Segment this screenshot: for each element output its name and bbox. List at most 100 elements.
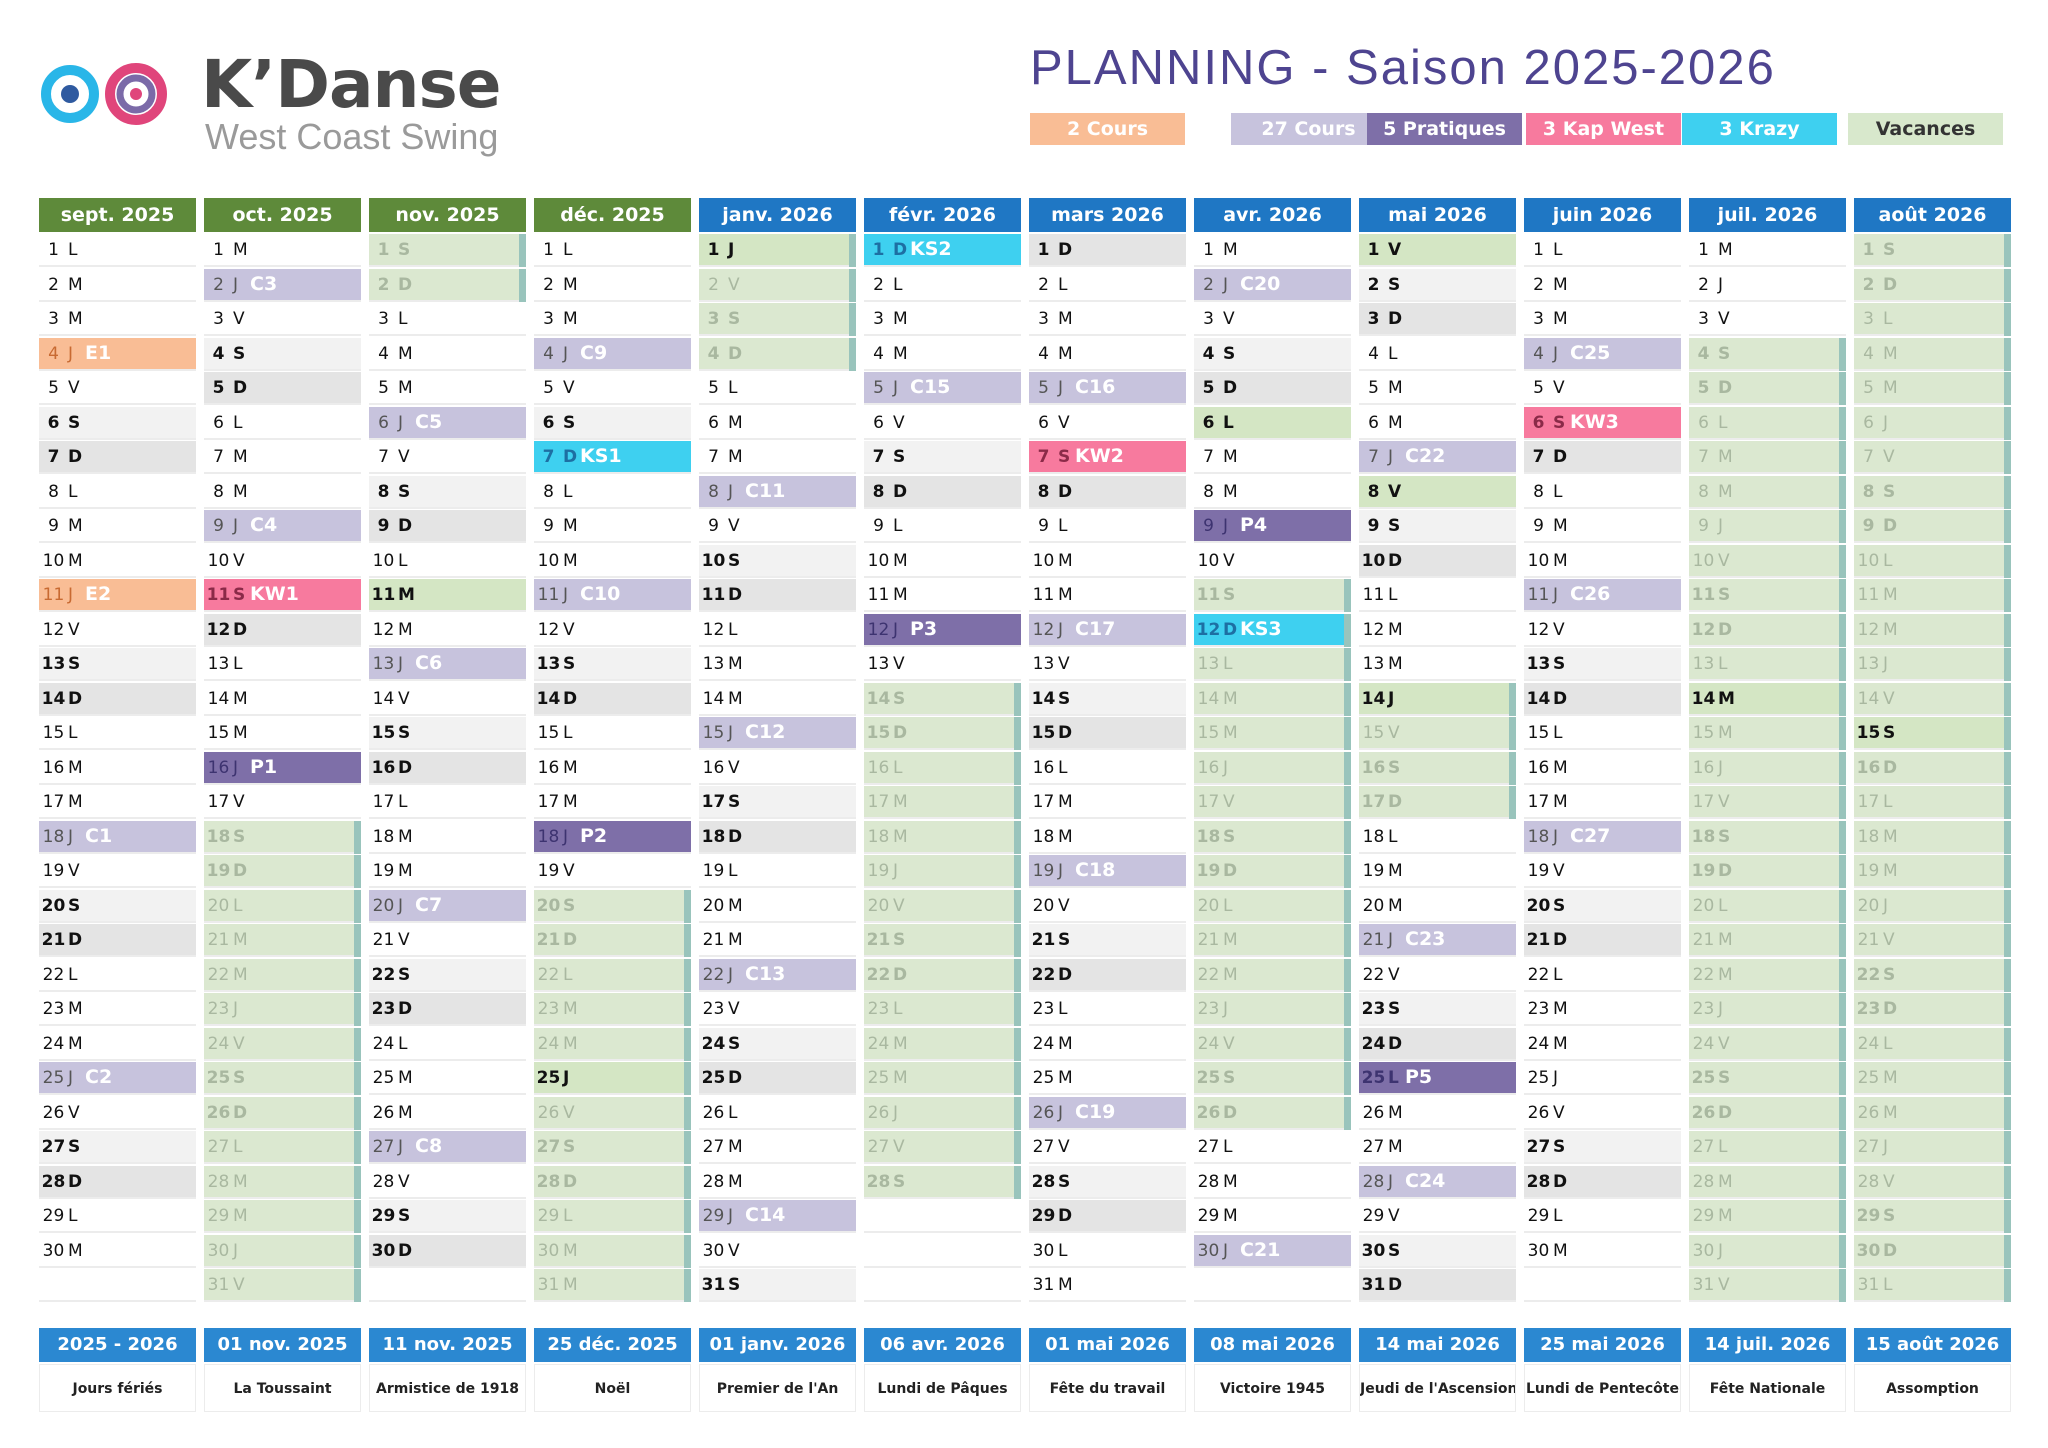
- weekday-letter: D: [728, 343, 743, 364]
- weekday-letter: J: [1553, 585, 1559, 605]
- weekday-letter: S: [1883, 240, 1896, 260]
- vacation-strip: [1344, 820, 1351, 854]
- event-label: C21: [1240, 1238, 1281, 1261]
- event-label: C15: [910, 376, 951, 398]
- day-number: 18: [537, 826, 560, 847]
- weekday-letter: D: [1553, 930, 1568, 950]
- event-label: C18: [1075, 859, 1116, 881]
- weekday-letter: J: [1388, 447, 1394, 467]
- weekday-letter: M: [728, 688, 743, 709]
- day-row: 19 M: [369, 855, 526, 888]
- weekday-letter: J: [1058, 1102, 1064, 1123]
- day-row: 16 J P1: [204, 751, 361, 785]
- day-row: 30 S: [1359, 1234, 1516, 1268]
- weekday-letter: D: [1058, 964, 1073, 985]
- weekday-letter: V: [728, 1240, 740, 1261]
- weekday-letter: M: [398, 585, 415, 605]
- event-label: KW3: [1570, 410, 1619, 433]
- month-column: mai 2026 1 V 2 S 3 D 4 L 5 M 6 M 7 J C22 8 V 9 S 10 D 11 L 12 M 13…: [1359, 198, 1516, 1302]
- vacation-strip: [354, 1234, 361, 1268]
- day-number: 9: [873, 516, 884, 536]
- day-row: 29 M: [1689, 1200, 1846, 1233]
- weekday-letter: M: [563, 1240, 578, 1261]
- vacation-strip: [354, 1027, 361, 1061]
- day-number: 25: [372, 1068, 395, 1088]
- vacation-strip: [684, 993, 691, 1026]
- day-row: 11 S: [1194, 579, 1351, 612]
- day-row: 5 J C16: [1029, 372, 1186, 405]
- weekday-letter: M: [1718, 964, 1733, 985]
- day-number: 26: [206, 1102, 231, 1123]
- vacation-strip: [849, 303, 856, 336]
- vacation-strip: [2004, 1234, 2011, 1268]
- day-number: 9: [708, 516, 719, 536]
- day-number: 4: [1368, 343, 1379, 364]
- weekday-letter: J: [728, 481, 734, 502]
- vacation-strip: [354, 993, 361, 1026]
- vacation-strip: [1839, 406, 1846, 440]
- weekday-letter: S: [1058, 1171, 1071, 1192]
- weekday-letter: M: [563, 550, 578, 571]
- weekday-letter: S: [1718, 826, 1731, 847]
- weekday-letter: V: [1883, 688, 1895, 709]
- vacation-strip: [684, 1096, 691, 1130]
- day-row: 26 V: [1524, 1096, 1681, 1130]
- day-row: 14 J: [1359, 682, 1516, 716]
- weekday-letter: S: [398, 481, 411, 502]
- vacation-strip: [1344, 613, 1351, 647]
- weekday-letter: J: [563, 1068, 570, 1088]
- weekday-letter: V: [68, 619, 80, 640]
- weekday-letter: S: [1223, 585, 1236, 605]
- day-number: 2: [1533, 274, 1544, 295]
- event-label: C5: [415, 410, 443, 433]
- weekday-letter: S: [1718, 1068, 1731, 1088]
- weekday-letter: M: [1718, 1171, 1733, 1192]
- day-number: 16: [1527, 757, 1550, 778]
- day-number: 23: [42, 999, 65, 1019]
- day-row: 19 M: [1854, 855, 2011, 888]
- event-label: KS2: [910, 238, 952, 260]
- vacation-strip: [2004, 820, 2011, 854]
- day-number: 14: [1857, 688, 1880, 709]
- day-row: 21 M: [1689, 924, 1846, 957]
- day-number: 28: [1197, 1171, 1220, 1192]
- day-row: 25 M: [1854, 1062, 2011, 1095]
- day-row: 19 J: [864, 855, 1021, 888]
- vacation-strip: [2004, 717, 2011, 750]
- day-row: 19 V: [1524, 855, 1681, 888]
- day-number: 28: [1031, 1171, 1056, 1192]
- holiday-name: Victoire 1945: [1194, 1364, 1351, 1412]
- day-number: 23: [1032, 999, 1055, 1019]
- day-number: 17: [207, 792, 230, 812]
- day-number: 8: [1367, 481, 1380, 502]
- vacation-strip: [1344, 717, 1351, 750]
- weekday-letter: M: [398, 1068, 413, 1088]
- day-row: 14 S: [864, 682, 1021, 716]
- weekday-letter: V: [233, 550, 245, 571]
- vacation-strip: [354, 1096, 361, 1130]
- day-row: 26 D: [204, 1096, 361, 1130]
- day-row: 13 J: [1854, 648, 2011, 681]
- day-number: 4: [707, 343, 720, 364]
- day-number: 27: [1362, 1137, 1385, 1157]
- weekday-letter: J: [68, 826, 74, 847]
- day-number: 27: [1526, 1137, 1551, 1157]
- vacation-strip: [2004, 1096, 2011, 1130]
- day-row: 11 J C26: [1524, 579, 1681, 612]
- day-number: 22: [1692, 964, 1715, 985]
- day-row: 28 V: [369, 1165, 526, 1199]
- vacation-strip: [2004, 1200, 2011, 1233]
- day-row: 8 J C11: [699, 475, 856, 509]
- day-number: 18: [372, 826, 395, 847]
- weekday-letter: S: [1223, 826, 1236, 847]
- weekday-letter: S: [1718, 585, 1731, 605]
- day-number: 17: [537, 792, 560, 812]
- vacation-strip: [2004, 958, 2011, 992]
- weekday-letter: S: [1718, 343, 1731, 364]
- legend-item: 27 Cours: [1231, 113, 1386, 145]
- weekday-letter: S: [1388, 999, 1401, 1019]
